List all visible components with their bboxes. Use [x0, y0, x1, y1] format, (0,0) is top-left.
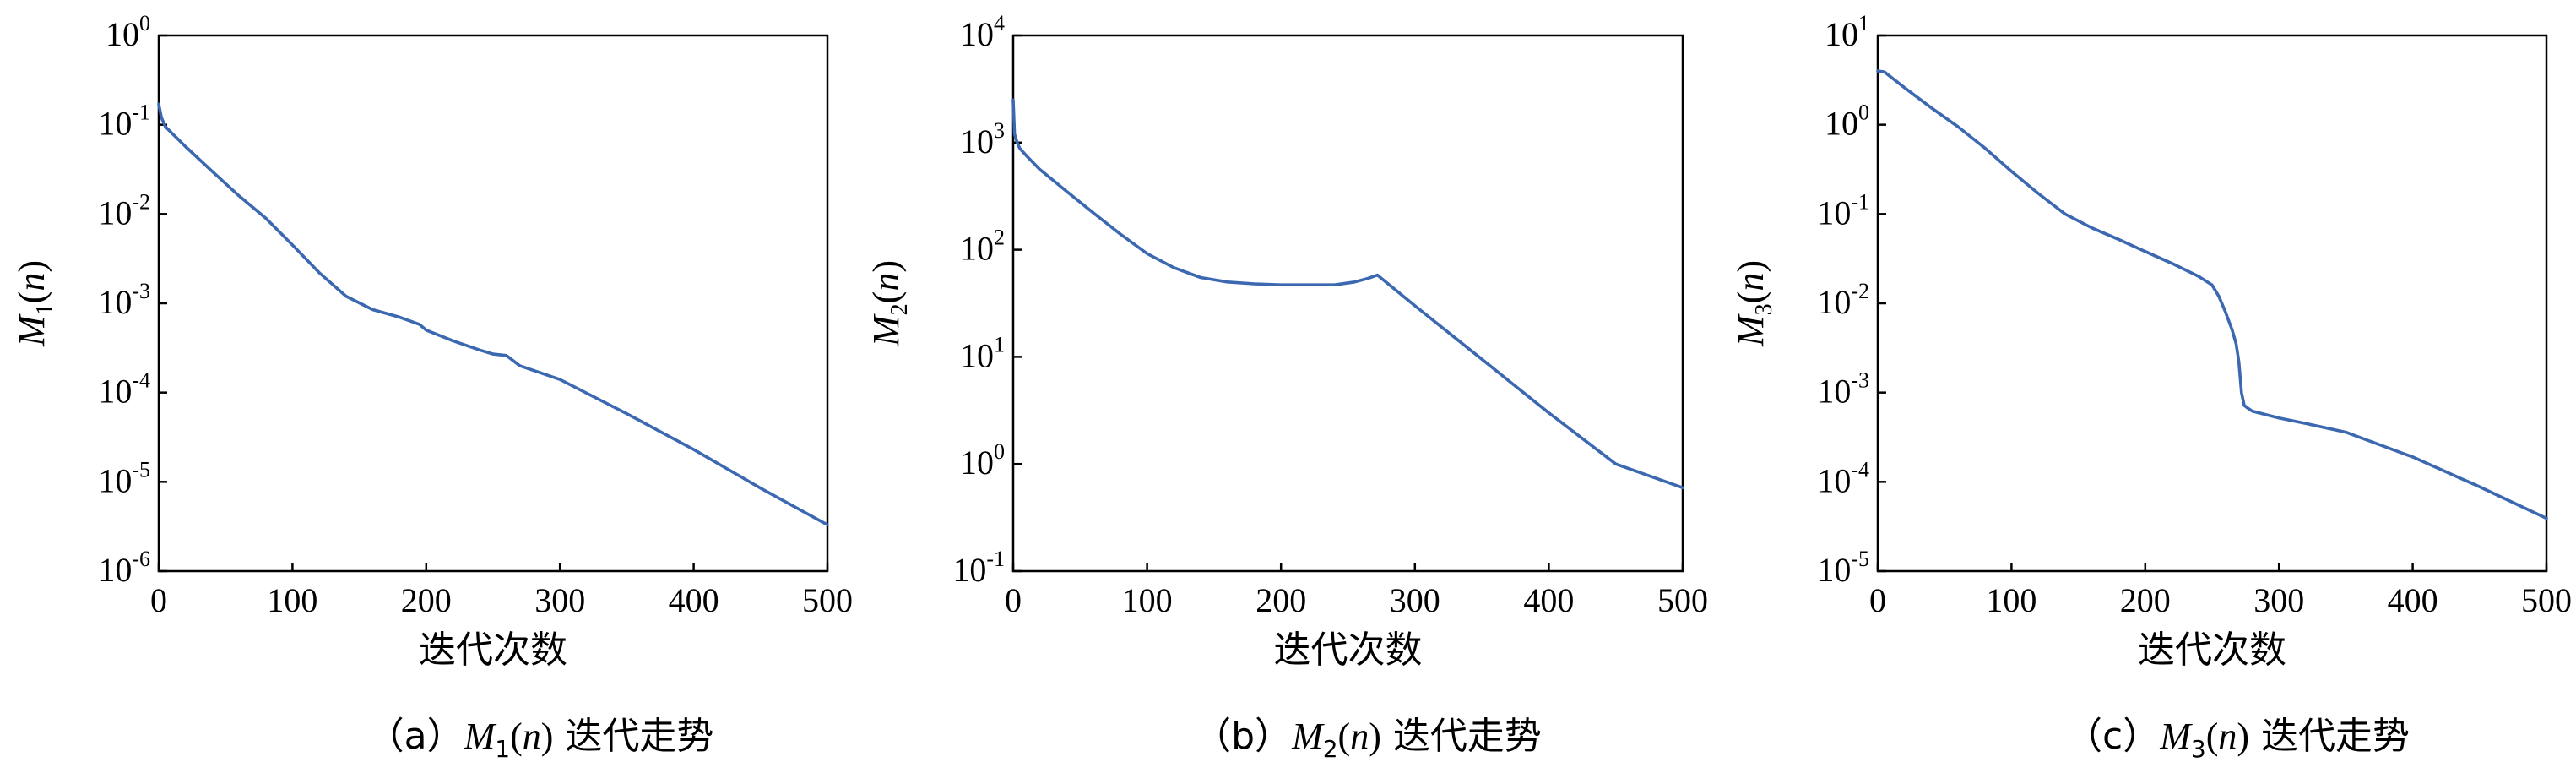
plot-frame [1876, 34, 2548, 573]
series-line [1011, 98, 1684, 490]
chart-panel-c: 0 100 200 300 400 500 10-5 10-4 10-3 10-2 10-1 100 1… [1730, 11, 2572, 763]
y-tick-label: 100 [106, 11, 150, 53]
x-tick-label: 100 [267, 581, 317, 619]
plot-frame [157, 34, 829, 573]
x-tick-label: 300 [2253, 581, 2304, 619]
y-tick-label: 100 [1825, 101, 1869, 143]
y-tick-label: 10-2 [1817, 279, 1869, 321]
y-tick-label: 10-5 [1817, 547, 1869, 589]
y-tick-label: 101 [960, 332, 1005, 374]
x-tick-label: 300 [534, 581, 585, 619]
y-tick-label: 102 [960, 226, 1005, 268]
x-tick-label: 100 [1986, 581, 2036, 619]
x-axis-label: 迭代次数 [419, 629, 567, 672]
x-tick-label: 0 [1005, 581, 1022, 619]
y-tick-label: 10-5 [98, 457, 150, 499]
y-tick-label: 10-4 [98, 368, 150, 411]
chart-panel-b: 0 100 200 300 400 500 10-1 100 101 102 103 104 迭代次数 M… [865, 11, 1708, 763]
x-tick-label: 100 [1122, 581, 1173, 619]
y-tick-label: 10-6 [98, 547, 150, 589]
y-tick-label: 104 [960, 11, 1005, 53]
plot-frame [1011, 34, 1684, 573]
y-tick-label: 10-3 [98, 279, 150, 321]
x-axis-label: 迭代次数 [1274, 629, 1423, 672]
x-tick-label: 400 [1523, 581, 1574, 619]
chart-panel-a: 0 100 200 300 400 500 10-6 10-5 10-4 10-3 10-2 10-1… [11, 11, 853, 763]
y-tick-label: 100 [960, 439, 1005, 482]
x-tick-label: 400 [2388, 581, 2438, 619]
x-tick-label: 200 [401, 581, 452, 619]
y-axis-label: M1(n) [11, 260, 58, 347]
x-tick-label: 500 [2521, 581, 2572, 619]
y-tick-label: 101 [1825, 11, 1869, 53]
x-axis-label: 迭代次数 [2138, 629, 2286, 672]
x-tick-label: 300 [1390, 581, 1440, 619]
x-tick-label: 0 [150, 581, 167, 619]
x-tick-label: 500 [1657, 581, 1708, 619]
series-line [1876, 69, 2548, 520]
y-tick-label: 10-3 [1817, 368, 1869, 411]
y-tick-label: 10-1 [98, 101, 150, 143]
x-tick-label: 200 [2120, 581, 2171, 619]
x-tick-label: 200 [1255, 581, 1306, 619]
y-tick-label: 103 [960, 118, 1005, 161]
x-tick-label: 500 [802, 581, 853, 619]
y-tick-label: 10-2 [98, 189, 150, 231]
y-tick-label: 10-1 [952, 547, 1005, 589]
panel-caption: （a）M1(n) 迭代走势 [367, 715, 714, 763]
panel-caption: （c）M3(n) 迭代走势 [2065, 715, 2410, 763]
y-tick-label: 10-4 [1817, 457, 1869, 499]
x-tick-label: 400 [669, 581, 719, 619]
y-tick-label: 10-1 [1817, 189, 1869, 231]
y-axis-label: M2(n) [865, 260, 913, 347]
y-axis-label: M3(n) [1730, 260, 1777, 347]
panel-caption: （b）M2(n) 迭代走势 [1194, 715, 1542, 763]
series-line [157, 102, 829, 526]
x-tick-label: 0 [1869, 581, 1886, 619]
